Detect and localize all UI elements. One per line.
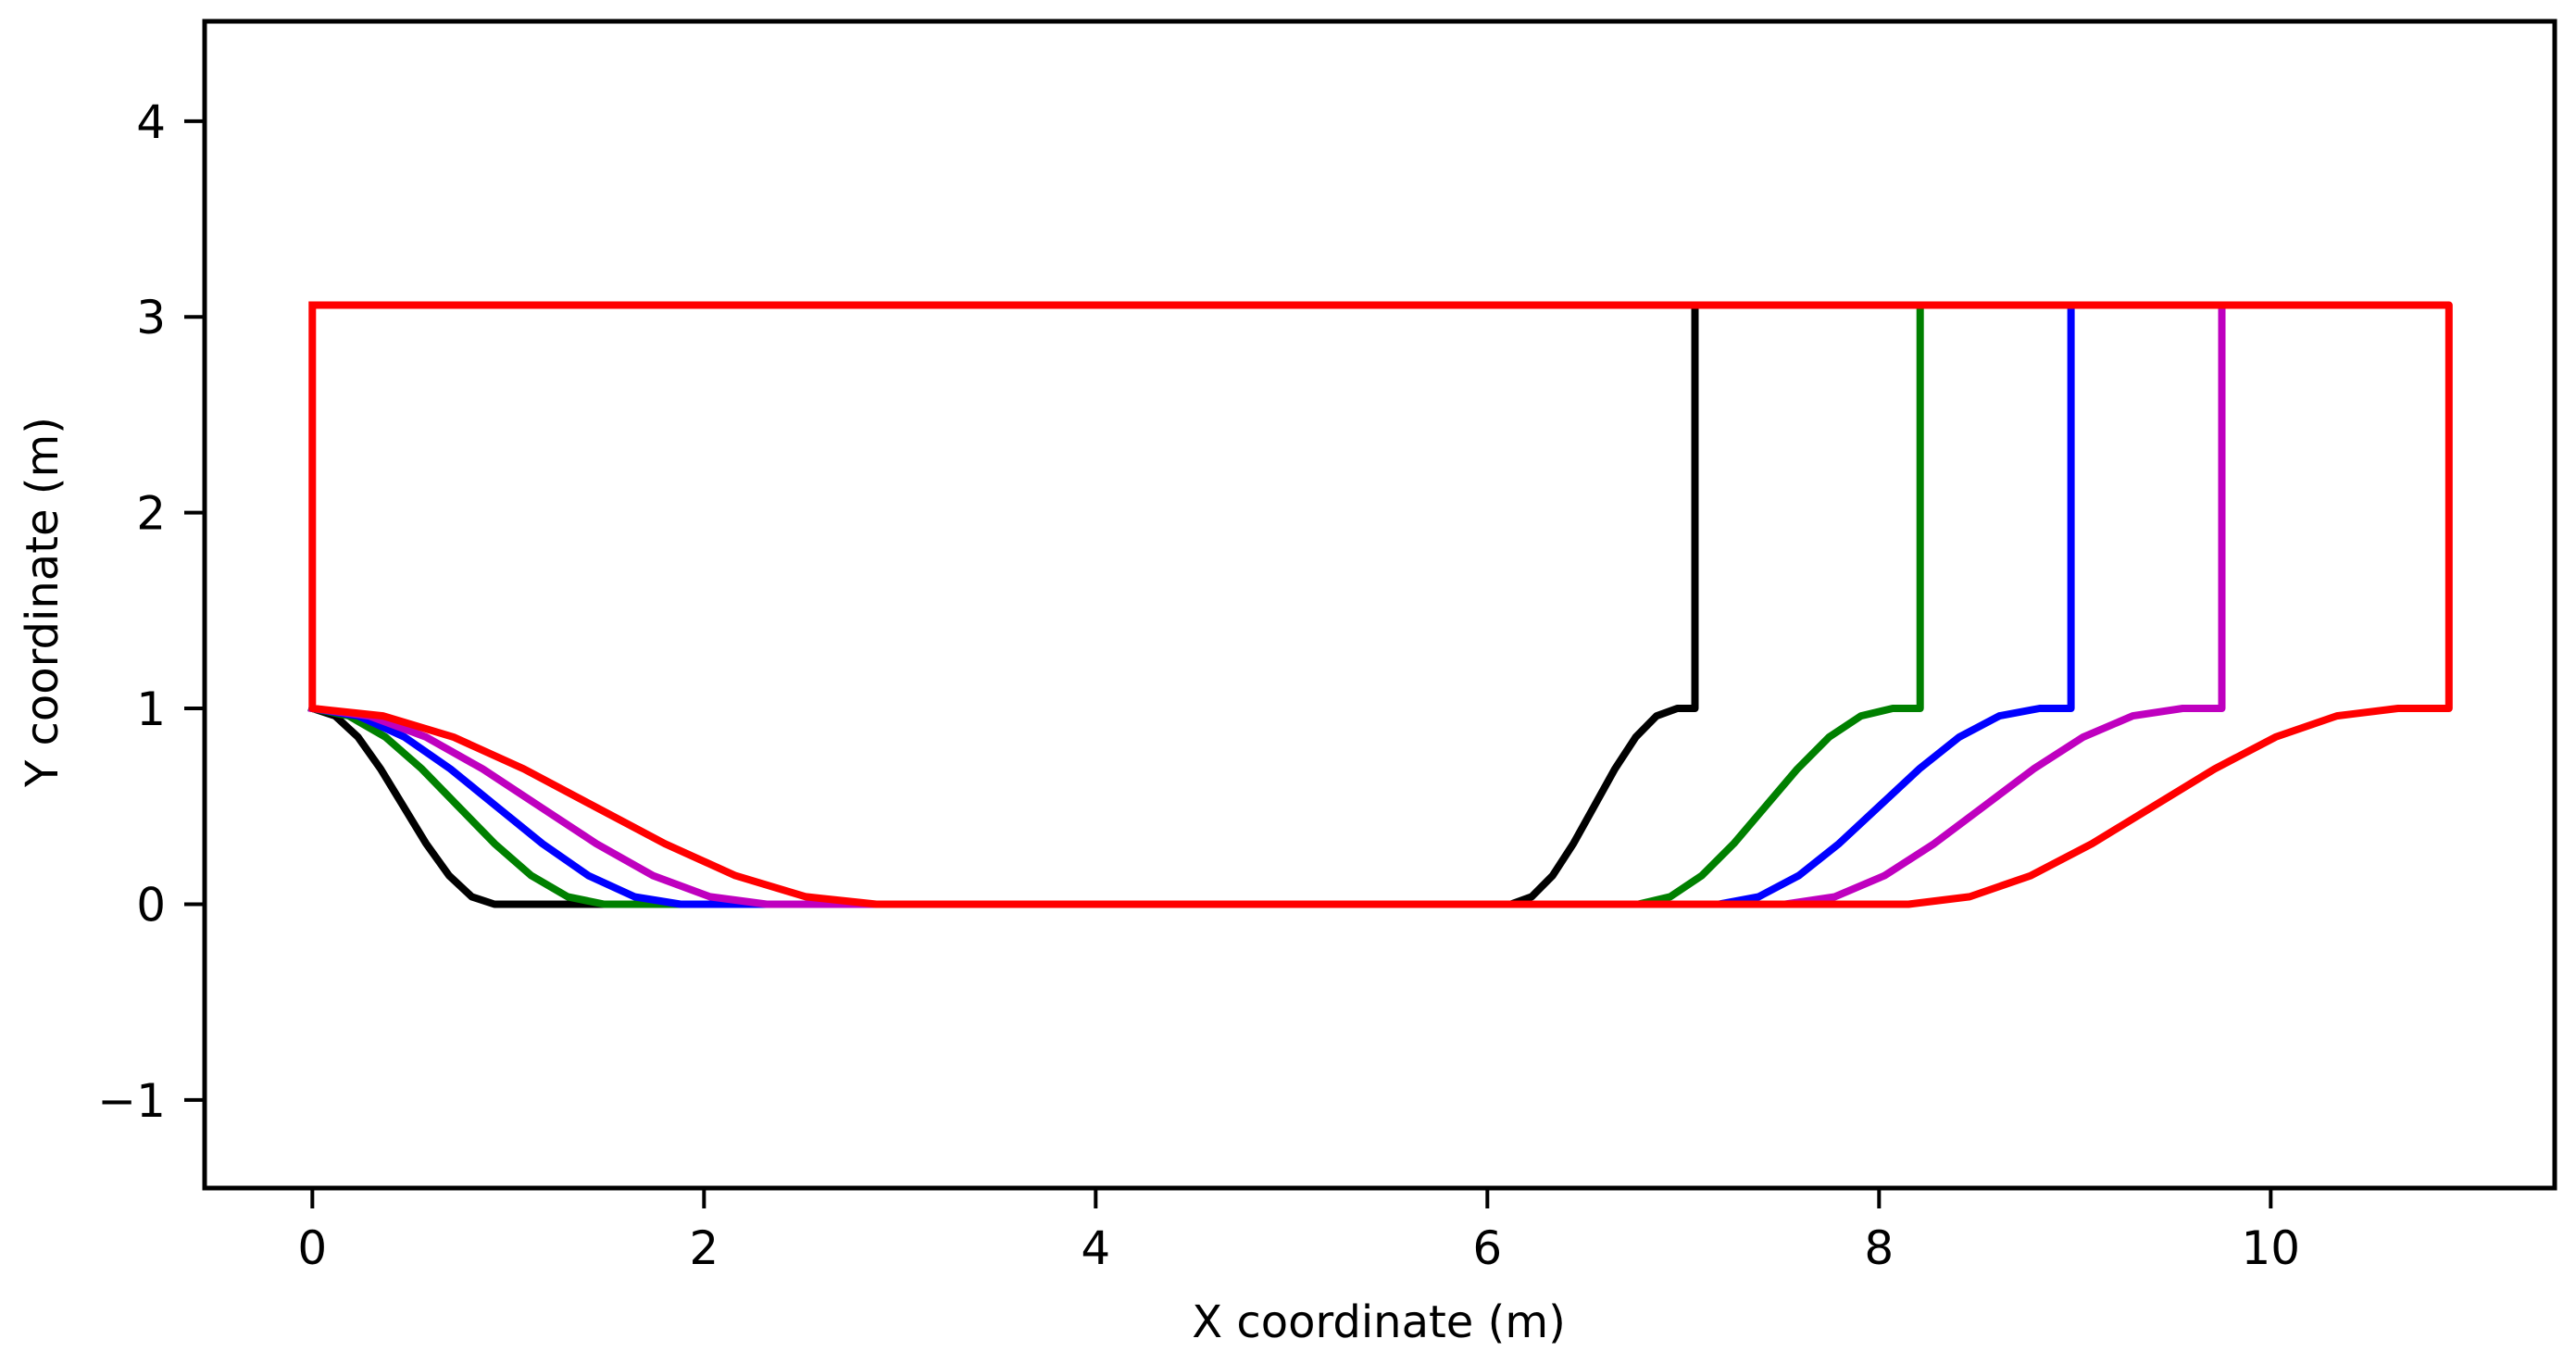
y-tick-label: 4 [136,95,166,149]
y-tick-label: 0 [136,878,166,932]
y-tick-label: −1 [97,1074,166,1128]
x-tick-label: 0 [297,1221,327,1275]
y-axis-ticks: −1 0 1 2 3 4 [97,95,205,1128]
x-tick-label: 6 [1472,1221,1502,1275]
y-axis-label: Y coordinate (m) [17,417,69,788]
green-profile-line [307,301,1924,908]
axes-frame [202,19,2557,1191]
x-tick-label: 4 [1081,1221,1110,1275]
y-tick-label: 3 [136,291,166,344]
black-profile-line [307,301,1699,908]
y-tick-label: 1 [136,682,166,736]
y-tick-label: 2 [136,487,166,541]
x-axis-label: X coordinate (m) [1192,1296,1566,1348]
red-profile-line [308,301,2453,908]
series-layer [307,301,2453,908]
x-tick-label: 8 [1864,1221,1894,1275]
blue-profile-line [307,301,2075,908]
magenta-profile-line [307,301,2226,908]
x-axis-ticks: 0 2 4 6 8 10 [297,1188,2300,1275]
x-tick-label: 10 [2242,1221,2301,1275]
x-tick-label: 2 [689,1221,719,1275]
